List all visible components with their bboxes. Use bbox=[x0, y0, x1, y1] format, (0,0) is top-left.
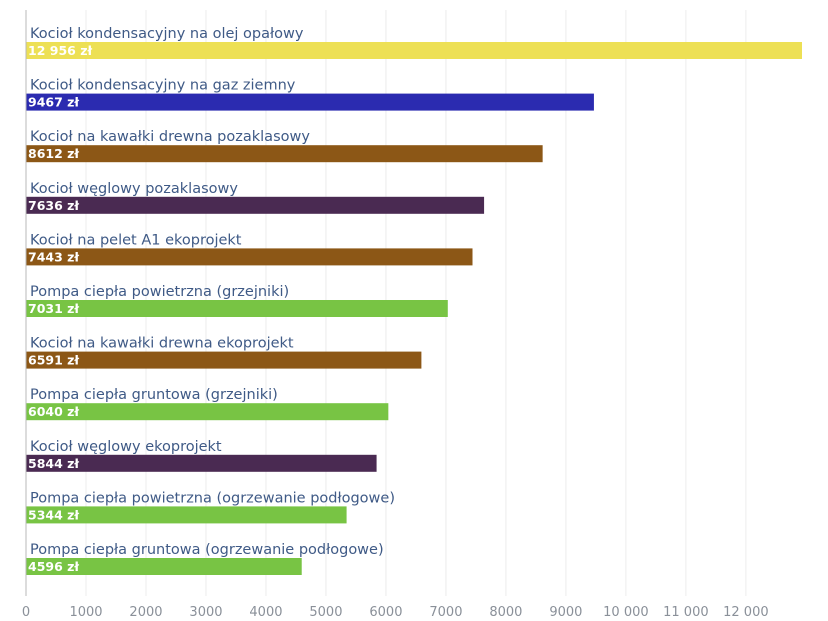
category-label: Kocioł na kawałki drewna pozaklasowy bbox=[30, 129, 310, 145]
category-label: Pompa ciepła powietrzna (grzejniki) bbox=[30, 284, 289, 300]
category-label: Kocioł kondensacyjny na olej opałowy bbox=[30, 26, 304, 42]
x-tick-label: 11 000 bbox=[663, 605, 709, 620]
x-tick-label: 9000 bbox=[549, 605, 582, 620]
x-tick-label: 12 000 bbox=[723, 605, 769, 620]
x-tick-label: 10 000 bbox=[603, 605, 649, 620]
category-label: Kocioł na pelet A1 ekoprojekt bbox=[30, 232, 242, 248]
value-label: 9467 zł bbox=[28, 95, 79, 110]
bar bbox=[26, 403, 389, 421]
category-label: Kocioł węglowy pozaklasowy bbox=[30, 181, 238, 197]
value-label: 8612 zł bbox=[28, 146, 79, 161]
x-tick-label: 6000 bbox=[369, 605, 402, 620]
value-label: 12 956 zł bbox=[28, 43, 92, 58]
value-label: 7031 zł bbox=[28, 301, 79, 316]
bar bbox=[26, 145, 543, 163]
bar bbox=[26, 42, 802, 59]
category-label: Pompa ciepła powietrzna (ogrzewanie podł… bbox=[30, 490, 395, 506]
value-label: 7636 zł bbox=[28, 198, 79, 213]
bar bbox=[26, 506, 347, 524]
bar bbox=[26, 196, 485, 214]
bar bbox=[26, 454, 377, 472]
category-label: Kocioł na kawałki drewna ekoprojekt bbox=[30, 336, 294, 352]
x-tick-label: 4000 bbox=[249, 605, 282, 620]
bar bbox=[26, 93, 594, 111]
value-label: 6591 zł bbox=[28, 353, 79, 368]
value-label: 5844 zł bbox=[28, 456, 79, 471]
x-tick-label: 0 bbox=[22, 605, 30, 620]
x-tick-label: 3000 bbox=[189, 605, 222, 620]
value-label: 5344 zł bbox=[28, 507, 79, 522]
value-label: 6040 zł bbox=[28, 404, 79, 419]
bar bbox=[26, 351, 422, 369]
bar bbox=[26, 300, 448, 317]
category-label: Kocioł kondensacyjny na gaz ziemny bbox=[30, 78, 296, 94]
x-tick-label: 5000 bbox=[309, 605, 342, 620]
bar bbox=[26, 558, 302, 575]
value-label: 4596 zł bbox=[28, 559, 79, 574]
x-tick-label: 1000 bbox=[69, 605, 102, 620]
category-label: Pompa ciepła gruntowa (grzejniki) bbox=[30, 387, 278, 403]
category-label: Pompa ciepła gruntowa (ogrzewanie podłog… bbox=[30, 542, 384, 558]
x-tick-label: 2000 bbox=[129, 605, 162, 620]
bar bbox=[26, 248, 473, 266]
x-axis: 0 1000 2000 3000 4000 5000 6000 7000 8000 9000 10 … bbox=[22, 10, 769, 620]
x-tick-label: 8000 bbox=[489, 605, 522, 620]
category-label: Kocioł węglowy ekoprojekt bbox=[30, 439, 222, 455]
value-label: 7443 zł bbox=[28, 249, 79, 264]
x-tick-label: 7000 bbox=[429, 605, 462, 620]
